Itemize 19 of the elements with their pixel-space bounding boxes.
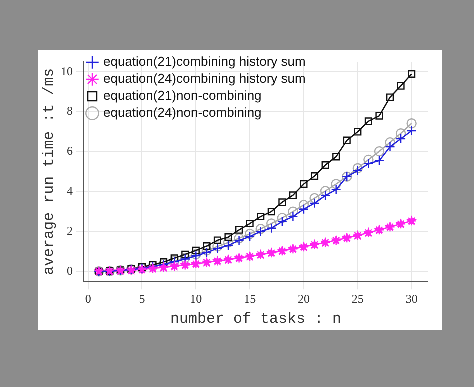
y-axis-title: average run time :t /ms (40, 68, 58, 276)
y-tick-label: 0 (67, 264, 73, 278)
legend-label: equation(21)non-combining (104, 88, 262, 104)
x-axis-title: number of tasks : n (170, 310, 342, 328)
x-tick-label: 0 (85, 292, 92, 306)
x-tick-label: 15 (244, 292, 256, 306)
legend-label: equation(24)combining history sum (104, 71, 306, 86)
legend-label: equation(21)combining history sum (104, 54, 306, 70)
y-tick-label: 4 (67, 184, 73, 198)
x-tick-label: 20 (298, 292, 310, 306)
y-tick-label: 6 (67, 144, 73, 158)
x-tick-label: 5 (139, 292, 146, 306)
x-tick-label: 30 (406, 292, 418, 306)
y-tick-label: 2 (67, 224, 73, 238)
y-tick-label: 8 (67, 104, 73, 118)
x-tick-label: 25 (352, 292, 364, 306)
x-tick-label: 10 (190, 292, 202, 306)
legend-label: equation(24)non-combining (104, 105, 262, 120)
y-tick-label: 10 (61, 64, 73, 78)
